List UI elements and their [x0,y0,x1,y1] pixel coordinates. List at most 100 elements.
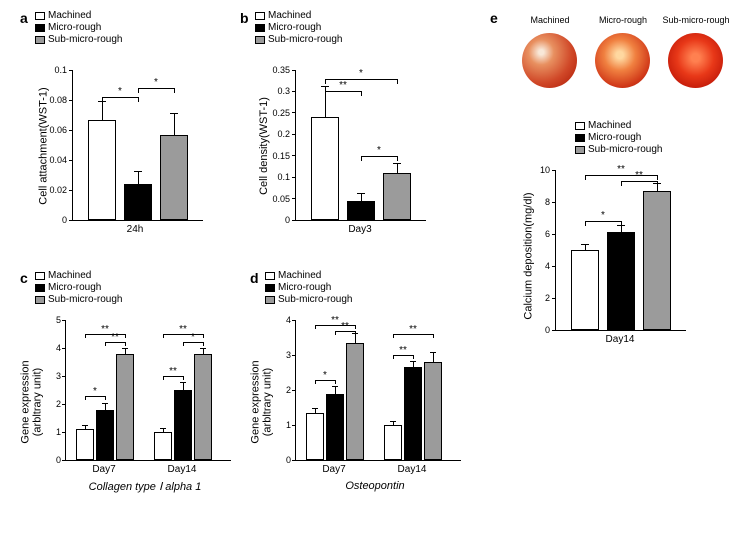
legend-label: Machined [48,270,91,282]
legend-item: Sub-micro-rough [35,34,122,46]
legend-swatch [35,284,45,292]
ylabel-d: Gene expression (arbltrary unit) [250,360,274,443]
legend-item: Machined [575,120,662,132]
legend-item: Sub-micro-rough [35,294,122,306]
legend-item: Micro-rough [35,22,122,34]
bar [116,354,134,460]
significance-marker: * [317,370,333,381]
tick-label: 4 [47,343,61,353]
legend-item: Sub-micro-rough [575,144,662,156]
legend-label: Machined [278,270,321,282]
legend-label: Micro-rough [48,282,101,294]
legend-label: Micro-rough [48,22,101,34]
group-xlabel: Day14 [162,464,202,475]
tick-label: 0.04 [42,155,67,165]
bar [383,173,411,220]
tick-label: 0.25 [265,108,290,118]
significance-marker: ** [337,321,353,332]
tick-label: 0 [265,215,290,225]
ylabel-c: Gene expression (arbltrary unit) [20,360,44,443]
xlabel-a: 24h [105,224,165,235]
legend-label: Micro-rough [268,22,321,34]
tick-label: 10 [525,165,550,175]
xlabel-e: Day14 [585,334,655,345]
tick-label: 2 [277,385,291,395]
legend-item: Micro-rough [265,282,352,294]
bar [124,184,152,220]
legend-item: Micro-rough [575,132,662,144]
significance-marker: ** [395,345,411,356]
stain-image [668,33,723,88]
tick-label: 3 [277,350,291,360]
bar [88,120,116,221]
bar [607,232,635,330]
panel-b: b MachinedMicro-roughSub-micro-rough Cel… [240,10,440,245]
bar [404,367,422,460]
stain-label: Sub-micro-rough [661,15,731,25]
tick-label: 0.1 [265,172,290,182]
tick-label: 0.15 [265,151,290,161]
legend-swatch [265,284,275,292]
legend-item: Micro-rough [255,22,342,34]
tick-label: 0 [525,325,550,335]
bar [424,362,442,460]
legend-item: Machined [35,10,122,22]
legend-swatch [35,296,45,304]
panel-label-b: b [240,10,249,26]
legend-swatch [575,122,585,130]
panel-label-c: c [20,270,28,286]
legend-label: Micro-rough [278,282,331,294]
group-xlabel: Day7 [84,464,124,475]
tick-label: 0.2 [265,129,290,139]
legend-label: Machined [268,10,311,22]
legend-swatch [265,296,275,304]
tick-label: 0.3 [265,86,290,96]
significance-marker: * [595,210,611,221]
legend-swatch [265,272,275,280]
legend-a: MachinedMicro-roughSub-micro-rough [35,10,122,46]
tick-label: 0.35 [265,65,290,75]
tick-label: 4 [277,315,291,325]
legend-swatch [575,134,585,142]
significance-marker: * [371,145,387,156]
significance-marker: * [87,386,103,397]
panel-label-d: d [250,270,259,286]
significance-marker: ** [405,324,421,335]
tick-label: 1 [277,420,291,430]
tick-label: 0.02 [42,185,67,195]
chart-a: ** [72,70,203,221]
panel-label-a: a [20,10,28,26]
panel-label-e: e [490,10,498,26]
legend-swatch [255,24,265,32]
legend-label: Machined [588,120,631,132]
bar [571,250,599,330]
bar [194,354,212,460]
bar [76,429,94,460]
significance-marker: ** [165,366,181,377]
legend-e: MachinedMicro-roughSub-micro-rough [575,120,662,156]
tick-label: 0 [47,455,61,465]
chart-d: ********* [295,320,461,461]
stain-image [595,33,650,88]
panel-c: c MachinedMicro-roughSub-micro-rough Gen… [20,270,230,510]
chart-e: ***** [555,170,686,331]
bar [384,425,402,460]
tick-label: 5 [47,315,61,325]
tick-label: 2 [47,399,61,409]
bar [154,432,172,460]
bar [96,410,114,460]
legend-label: Micro-rough [588,132,641,144]
significance-marker: ** [631,170,647,181]
tick-label: 0.1 [42,65,67,75]
tick-label: 1 [47,427,61,437]
stain-label: Micro-rough [588,15,658,25]
legend-c: MachinedMicro-roughSub-micro-rough [35,270,122,306]
xlabel-b: Day3 [330,224,390,235]
legend-label: Machined [48,10,91,22]
significance-marker: * [148,77,164,88]
significance-marker: * [185,332,201,343]
tick-label: 0 [42,215,67,225]
tick-label: 0.06 [42,125,67,135]
significance-marker: * [353,68,369,79]
tick-label: 3 [47,371,61,381]
